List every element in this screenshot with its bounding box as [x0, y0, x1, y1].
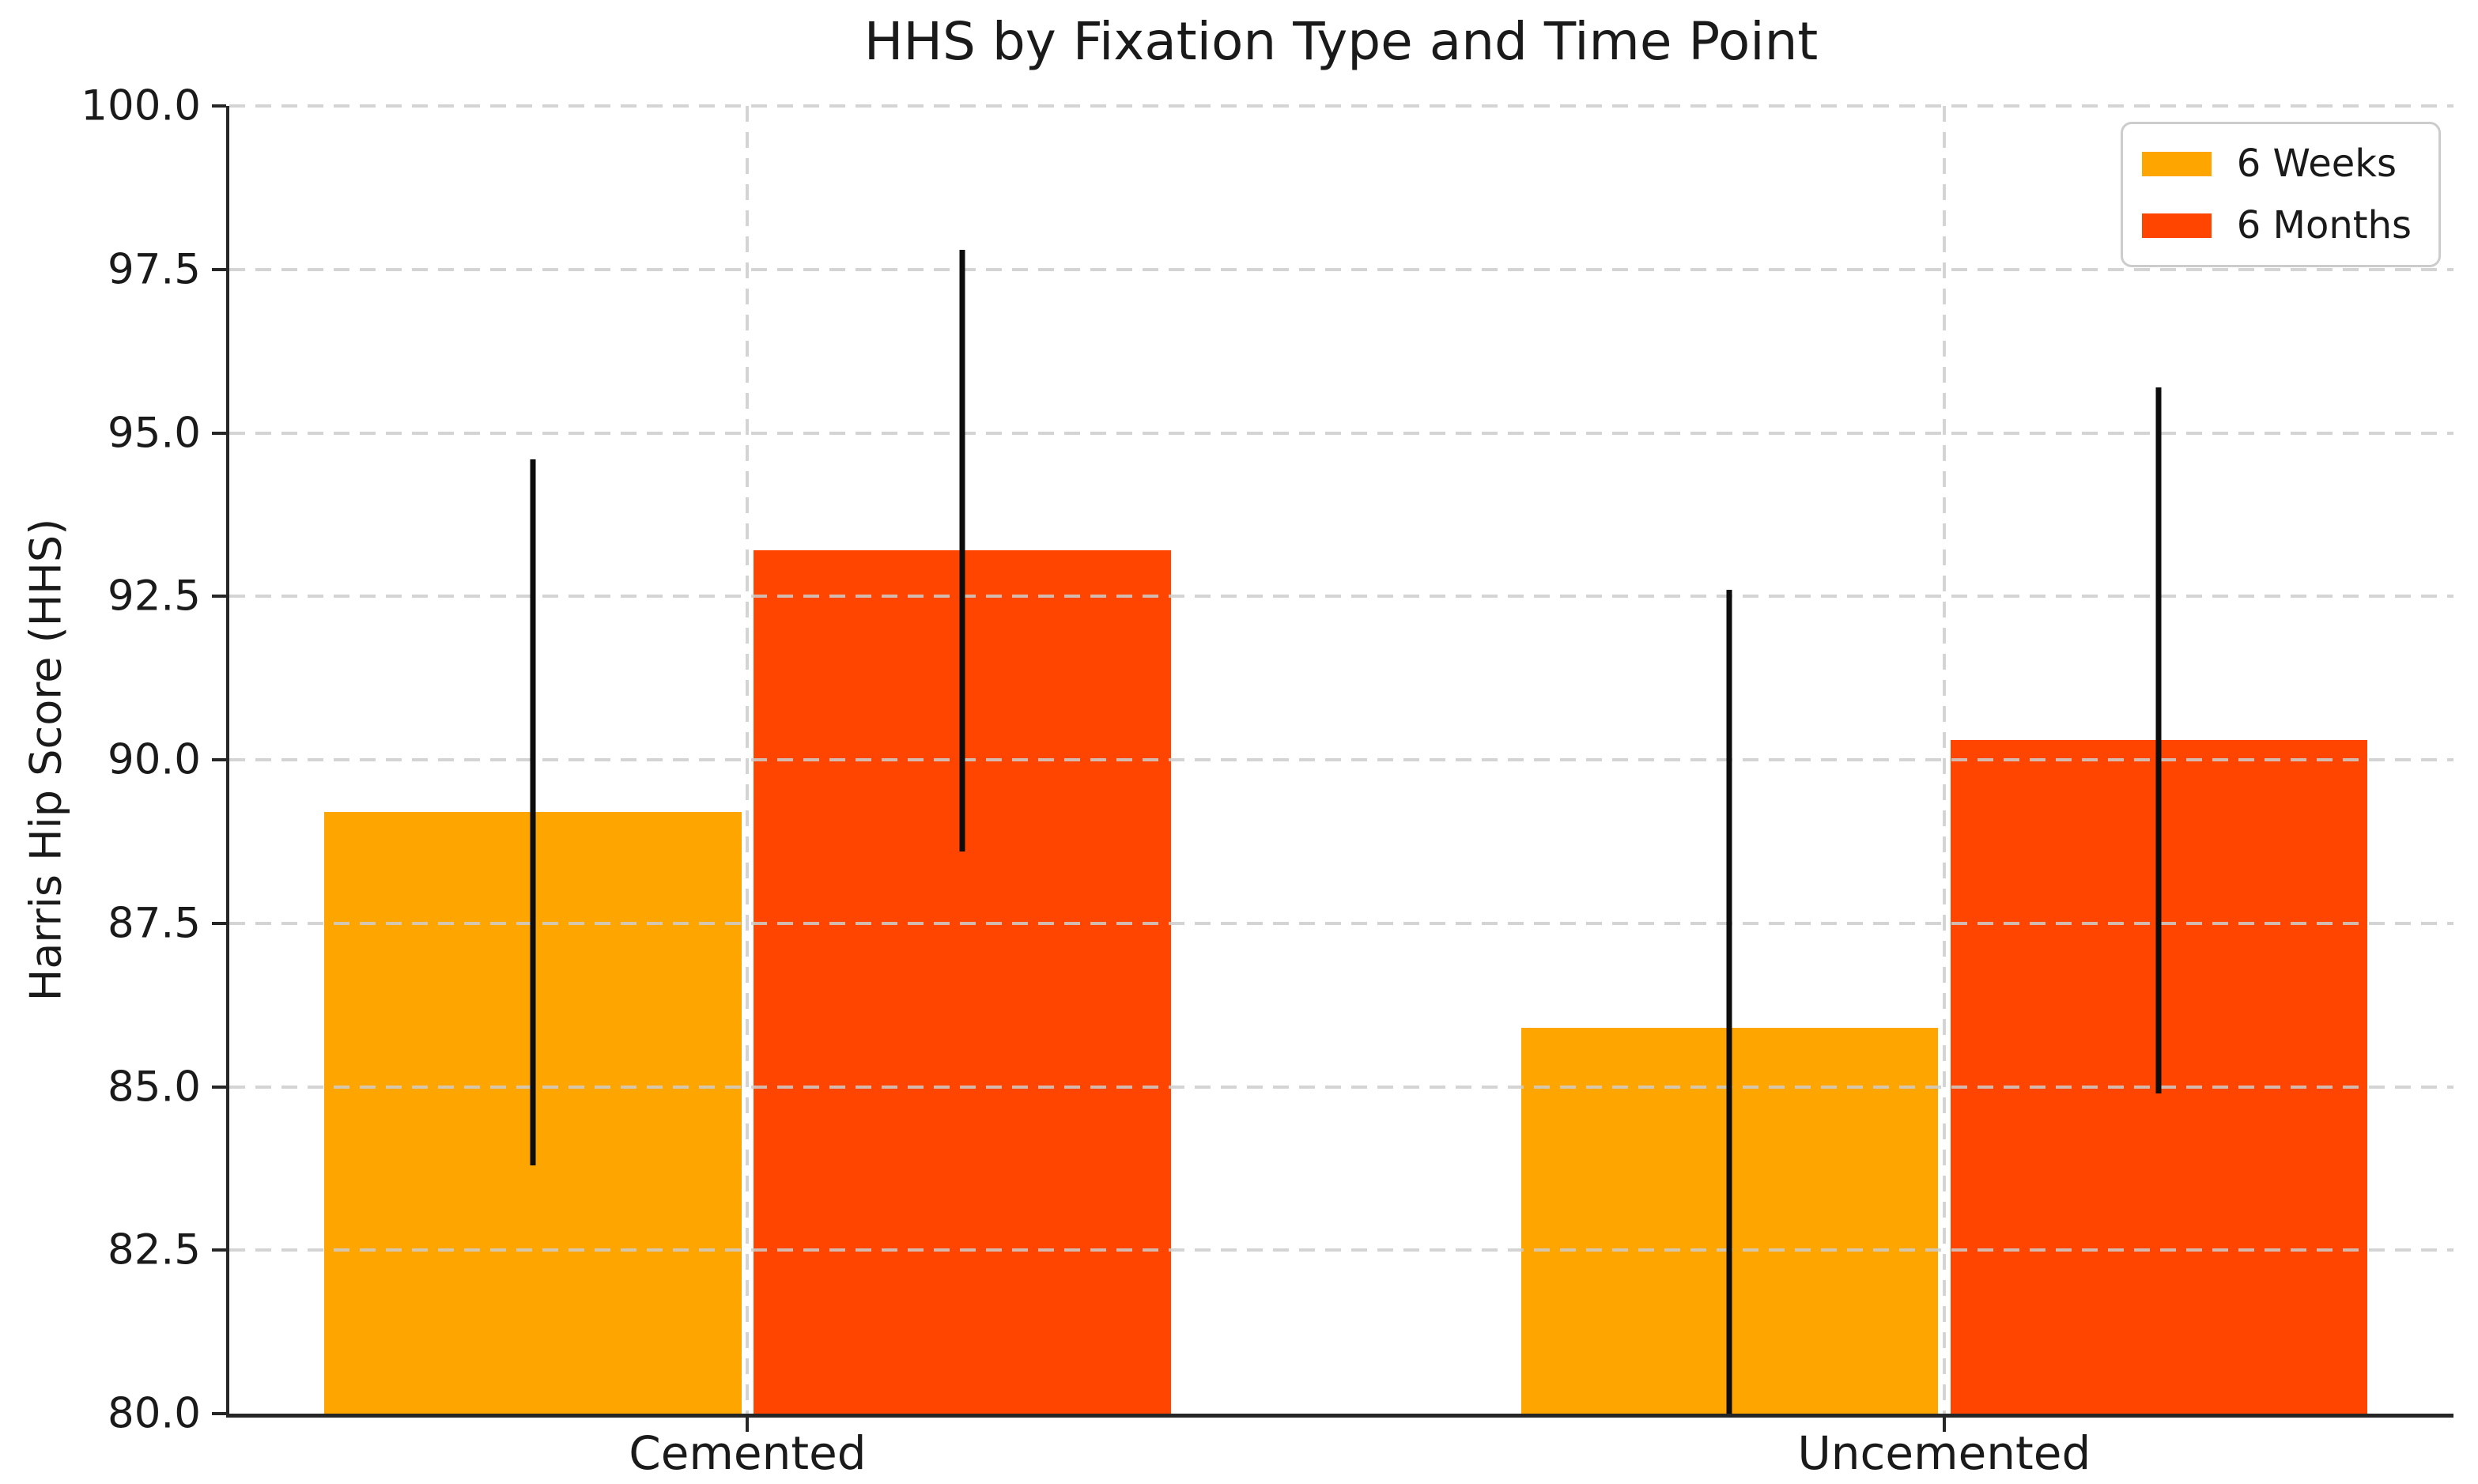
y-tick-label-100.0: 100.0: [81, 81, 201, 130]
gridline-y-95.0: [229, 431, 2453, 435]
y-tick-label-97.5: 97.5: [107, 245, 201, 294]
gridline-x-cemented: [746, 106, 750, 1414]
x-tick-cemented: [746, 1418, 750, 1432]
x-tick-uncemented: [1942, 1418, 1946, 1432]
legend-swatch-6-months: [2141, 213, 2212, 238]
legend-label-6-months: 6 Months: [2236, 203, 2412, 247]
gridline-y-92.5: [229, 595, 2453, 599]
y-tick-label-87.5: 87.5: [107, 899, 201, 948]
gridline-y-85.0: [229, 1085, 2453, 1089]
legend-entry-6-months: 6 Months: [2141, 203, 2412, 247]
y-tick-82.5: [212, 1248, 226, 1252]
y-axis-label: Harris Hip Score (HHS): [21, 518, 71, 1002]
y-tick-87.5: [212, 921, 226, 925]
gridline-y-100.0: [229, 104, 2453, 108]
y-tick-label-80.0: 80.0: [107, 1389, 201, 1438]
legend-swatch-6-weeks: [2141, 151, 2212, 176]
error-bar-cemented-6-weeks: [530, 459, 536, 1165]
legend: 6 Weeks 6 Months: [2120, 122, 2441, 267]
error-bar-uncemented-6-weeks: [1726, 589, 1732, 1414]
legend-entry-6-weeks: 6 Weeks: [2141, 142, 2412, 186]
x-tick-label-uncemented: Uncemented: [1797, 1426, 2091, 1480]
y-tick-label-95.0: 95.0: [107, 409, 201, 457]
gridline-y-97.5: [229, 267, 2453, 271]
error-bar-uncemented-6-months: [2155, 387, 2162, 1093]
gridline-y-87.5: [229, 921, 2453, 925]
x-axis-spine: [226, 1414, 2453, 1418]
y-tick-92.5: [212, 595, 226, 599]
y-tick-100.0: [212, 104, 226, 108]
gridline-y-90.0: [229, 758, 2453, 761]
gridline-x-uncemented: [1942, 106, 1946, 1414]
gridline-y-82.5: [229, 1248, 2453, 1252]
y-tick-80.0: [212, 1412, 226, 1415]
y-tick-85.0: [212, 1085, 226, 1089]
plot-area: 6 Weeks 6 Months 80.0 82.5 85.0 87.5 90.0 92.5…: [81, 82, 2453, 1480]
legend-label-6-weeks: 6 Weeks: [2236, 142, 2397, 186]
y-tick-97.5: [212, 267, 226, 271]
y-tick-label-85.0: 85.0: [107, 1063, 201, 1111]
y-axis-spine: [226, 106, 229, 1414]
y-tick-label-82.5: 82.5: [107, 1225, 201, 1274]
error-bar-cemented-6-months: [959, 249, 965, 852]
y-tick-label-92.5: 92.5: [107, 572, 201, 621]
y-tick-90.0: [212, 758, 226, 761]
y-tick-95.0: [212, 431, 226, 435]
chart-title: HHS by Fixation Type and Time Point: [863, 11, 1819, 72]
x-tick-label-cemented: Cemented: [629, 1426, 867, 1480]
y-tick-label-90.0: 90.0: [107, 735, 201, 784]
